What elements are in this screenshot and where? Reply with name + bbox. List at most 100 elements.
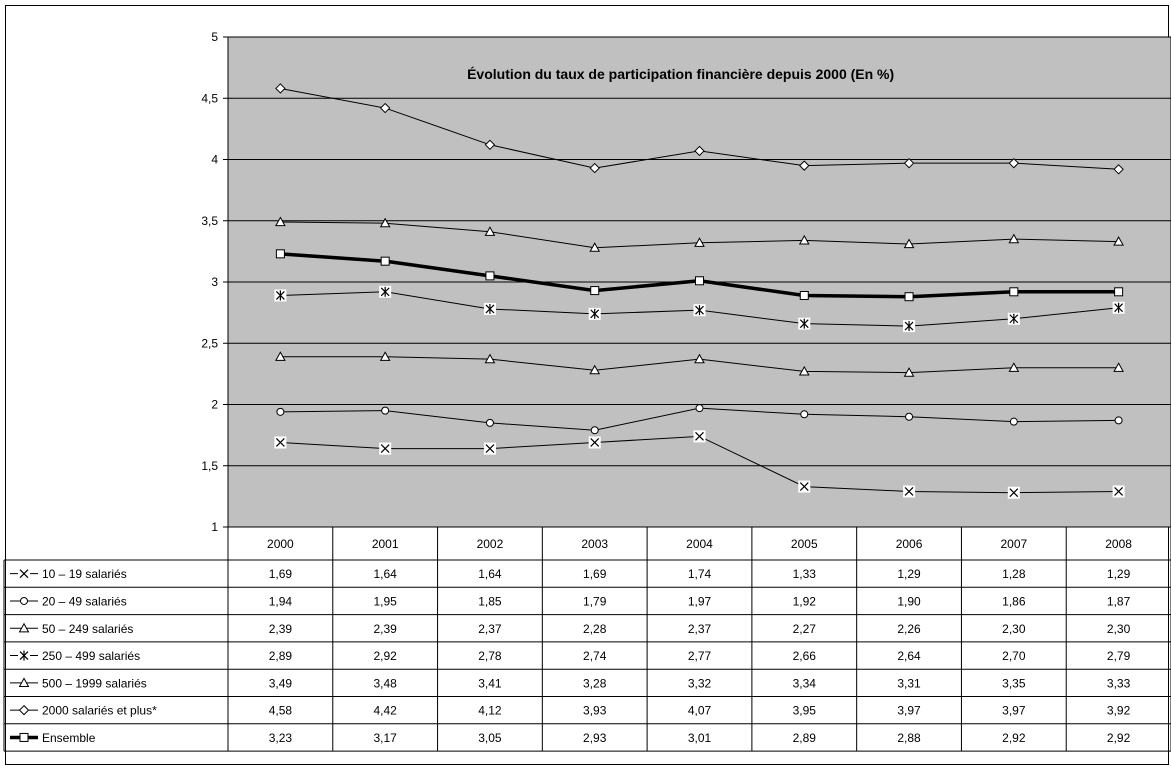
data-label: 2,78 (478, 649, 502, 663)
data-point (379, 351, 391, 361)
data-label: 2,74 (583, 649, 607, 663)
y-tick-label: 4,5 (201, 91, 218, 105)
data-label: 3,92 (1107, 704, 1131, 718)
data-label: 4,07 (688, 704, 712, 718)
data-point (903, 320, 916, 333)
data-label: 3,49 (269, 676, 293, 690)
data-point (800, 410, 809, 419)
data-point (903, 367, 915, 377)
legend-label: 50 – 249 salariés (42, 622, 133, 636)
data-point (274, 289, 287, 302)
y-tick-label: 1 (211, 520, 218, 534)
data-point (1114, 416, 1123, 425)
data-point (274, 436, 287, 449)
data-label: 3,34 (793, 676, 817, 690)
data-label: 2,79 (1107, 649, 1131, 663)
data-point (379, 285, 392, 298)
data-label: 2,26 (897, 622, 921, 636)
data-label: 1,92 (793, 594, 817, 608)
data-point (1113, 362, 1124, 372)
data-point (275, 216, 286, 227)
data-point (904, 292, 914, 302)
data-label: 2,27 (793, 622, 817, 636)
data-label: 1,29 (1107, 567, 1131, 581)
data-point (275, 83, 286, 94)
legend-key-marker (19, 732, 29, 742)
data-point (484, 226, 496, 236)
y-tick-label: 4 (211, 153, 218, 167)
data-point (485, 418, 494, 427)
x-tick-label: 2000 (267, 537, 294, 551)
data-label: 3,05 (478, 731, 502, 745)
data-point (1007, 486, 1020, 499)
data-point (905, 412, 914, 421)
y-tick-label: 2 (211, 398, 218, 412)
data-label: 1,74 (688, 567, 712, 581)
data-label: 1,69 (269, 567, 293, 581)
data-point (798, 317, 811, 330)
data-point (1114, 287, 1124, 297)
data-point (589, 162, 600, 174)
x-tick-label: 2006 (896, 537, 923, 551)
y-tick-label: 3,5 (201, 214, 218, 228)
data-point (1009, 287, 1019, 297)
data-label: 2,39 (373, 622, 397, 636)
data-label: 4,12 (478, 704, 502, 718)
data-point (588, 307, 601, 320)
data-point (694, 237, 705, 247)
legend-key-marker (20, 596, 28, 605)
y-tick-label: 3 (211, 275, 218, 289)
data-point (694, 353, 705, 364)
data-point (590, 286, 600, 296)
data-label: 1,64 (373, 567, 397, 581)
data-label: 2,66 (793, 649, 817, 663)
data-point (1007, 312, 1020, 325)
data-label: 3,01 (688, 731, 712, 745)
data-point (1009, 417, 1018, 426)
data-label: 3,32 (688, 676, 712, 690)
data-point (275, 351, 286, 361)
data-point (483, 302, 496, 315)
legend-label: 20 – 49 salariés (42, 594, 127, 608)
data-point (695, 276, 704, 286)
data-label: 3,28 (583, 676, 607, 690)
data-point (380, 256, 390, 266)
data-label: 2,39 (269, 622, 293, 636)
x-tick-label: 2005 (791, 537, 818, 551)
data-label: 2,64 (897, 649, 921, 663)
data-point (799, 160, 810, 171)
legend-key-marker (18, 649, 30, 662)
data-label: 2,30 (1002, 622, 1026, 636)
data-point (694, 145, 705, 157)
data-label: 2,92 (1002, 731, 1026, 745)
data-point (693, 430, 706, 443)
data-point (799, 290, 809, 300)
data-point (589, 364, 601, 375)
x-tick-label: 2008 (1105, 537, 1132, 551)
data-label: 2,93 (583, 731, 607, 745)
data-point (588, 436, 601, 449)
data-point (798, 365, 810, 376)
data-label: 2,28 (583, 622, 607, 636)
y-tick-label: 5 (211, 30, 218, 44)
legend-label: 250 – 499 salariés (42, 649, 140, 663)
x-tick-label: 2007 (1000, 537, 1027, 551)
data-point (903, 238, 915, 249)
data-label: 1,33 (793, 567, 817, 581)
data-point (1112, 485, 1125, 498)
data-label: 2,37 (478, 622, 502, 636)
data-point (275, 249, 285, 259)
data-label: 2,88 (897, 731, 921, 745)
data-label: 2,77 (688, 649, 712, 663)
data-point (276, 407, 285, 416)
data-point (1008, 233, 1020, 244)
data-label: 2,89 (793, 731, 817, 745)
data-label: 3,97 (897, 704, 921, 718)
data-label: 4,42 (373, 704, 397, 718)
data-point (1112, 301, 1125, 314)
chart-title: Évolution du taux de participation finan… (467, 66, 894, 82)
data-label: 2,37 (688, 622, 712, 636)
data-point (798, 480, 811, 493)
data-point (798, 234, 810, 245)
